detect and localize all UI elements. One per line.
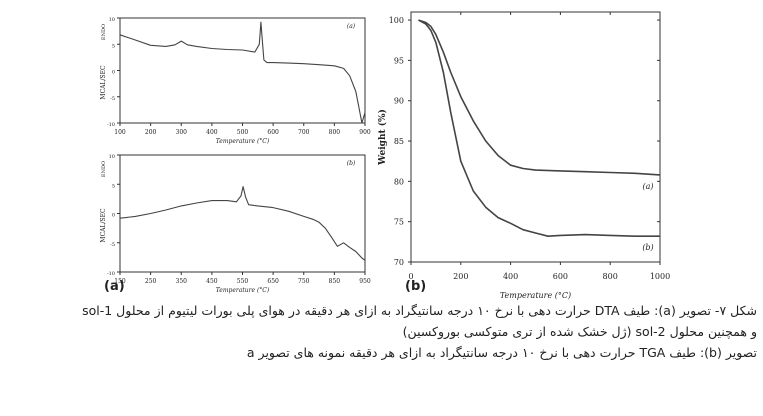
endo-axis-label: ENDO (101, 24, 107, 40)
series-line-0 (418, 19, 661, 176)
x-tick-label: 100 (114, 129, 126, 136)
x-tick-label: 950 (359, 278, 371, 285)
x-tick-label: 200 (145, 129, 157, 136)
panel-label-b: (b) (405, 279, 426, 294)
series-line-0 (119, 21, 366, 124)
plot-frame (410, 11, 661, 263)
x-tick-label: 0 (408, 272, 413, 281)
plot-frame (119, 17, 366, 124)
y-tick-label: 10 (109, 17, 115, 23)
x-tick-label: 900 (359, 129, 371, 136)
x-tick-label: 400 (503, 272, 518, 281)
endo-axis-label: ENDO (101, 161, 107, 177)
series-line-1 (418, 19, 660, 237)
caption-line-2: و همچنین محلول sol-2 (ژل خشک شده از تری … (402, 324, 757, 339)
x-tick-label: 1000 (650, 272, 670, 281)
x-tick-label: 700 (298, 129, 310, 136)
y-tick-label: 85 (394, 137, 404, 146)
caption-line-1: شکل ۷- تصویر (a): طیف DTA حرارت دهی با ن… (82, 303, 757, 318)
series-label-1: (b) (642, 243, 653, 252)
x-tick-label: 250 (145, 278, 157, 285)
series-line-0 (119, 186, 366, 261)
y-tick-label: 5 (112, 43, 115, 49)
x-tick-label: 650 (267, 278, 279, 285)
y-tick-label: 75 (394, 218, 404, 227)
x-tick-label: 450 (206, 278, 218, 285)
x-axis-label: Temperature (°C) (216, 287, 270, 294)
y-axis-label: MCAL/SEC (100, 65, 107, 100)
chart-panel-0: 100 200 300 400 500 600 700 800 900 10 5 0 -5 -10 Temp… (100, 17, 371, 145)
y-tick-label: 80 (394, 177, 404, 186)
y-tick-label: -10 (107, 271, 115, 277)
y-axis-label: MCAL/SEC (100, 208, 107, 243)
y-tick-label: -5 (110, 96, 115, 102)
y-tick-label: -5 (110, 242, 115, 248)
x-tick-label: 350 (176, 278, 188, 285)
x-tick-label: 800 (329, 129, 341, 136)
figure: 100 200 300 400 500 600 700 800 9001050-5-10Temp… (100, 11, 670, 300)
x-axis-label: Temperature (°C) (500, 291, 571, 300)
chart-panel-2: 0 200 400 600 800 1000 70 75 80 85 90 95 100 Temperat… (377, 11, 670, 300)
x-tick-label: 300 (176, 129, 188, 136)
y-tick-label: -10 (107, 122, 115, 128)
figure-caption: شکل ۷- تصویر (a): طیف DTA حرارت دهی با ن… (0, 300, 763, 416)
x-tick-label: 400 (206, 129, 218, 136)
y-axis-label: Weight (%) (377, 109, 388, 166)
y-tick-label: 100 (389, 16, 404, 25)
x-tick-label: 850 (329, 278, 341, 285)
x-axis-label: Temperature (°C) (216, 138, 270, 145)
y-tick-label: 0 (112, 70, 115, 76)
x-tick-label: 150 (114, 278, 126, 285)
caption-line-3: تصویر (b): طیف TGA حرارت دهی با نرخ ۱۰ د… (246, 345, 757, 360)
y-tick-label: 10 (109, 154, 115, 160)
y-tick-label: 5 (112, 183, 115, 189)
x-tick-label: 600 (267, 129, 279, 136)
series-label-0: (b) (347, 160, 356, 167)
y-tick-label: 95 (394, 56, 404, 65)
y-tick-label: 0 (112, 213, 115, 219)
chart-panel-1: 150 250 350 450 550 650 750 850 950 10 5 0 -5 -10 Temp… (100, 154, 371, 294)
series-label-0: (a) (347, 23, 356, 30)
y-tick-label: 70 (394, 258, 404, 267)
x-tick-label: 600 (553, 272, 568, 281)
x-tick-label: 550 (237, 278, 249, 285)
plot-frame (119, 154, 366, 273)
panel-label-a: (a) (104, 279, 125, 294)
x-tick-label: 200 (453, 272, 468, 281)
x-tick-label: 500 (237, 129, 249, 136)
x-tick-label: 800 (603, 272, 618, 281)
x-tick-label: 750 (298, 278, 310, 285)
y-tick-label: 90 (394, 97, 404, 106)
series-label-0: (a) (642, 182, 653, 191)
